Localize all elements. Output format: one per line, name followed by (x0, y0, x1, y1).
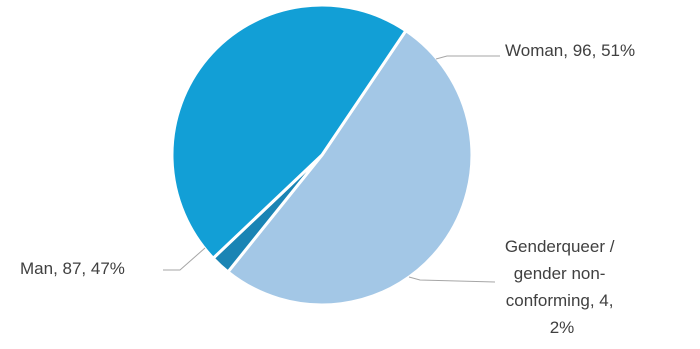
data-label-genderqueer: Genderqueer / gender non- conforming, 4,… (505, 237, 619, 337)
leader-line-genderqueer (408, 276, 496, 283)
data-label-woman: Woman, 96, 51% (505, 41, 635, 60)
pie-slice-man (170, 3, 408, 261)
leader-lines (163, 55, 500, 283)
leader-line-man (163, 247, 206, 271)
data-label-man: Man, 87, 47% (20, 259, 125, 278)
data-labels: Woman, 96, 51% Genderqueer / gender non-… (20, 41, 635, 337)
leader-line-woman (435, 55, 500, 60)
pie-slices (170, 3, 474, 307)
pie-slice-woman (225, 28, 474, 307)
